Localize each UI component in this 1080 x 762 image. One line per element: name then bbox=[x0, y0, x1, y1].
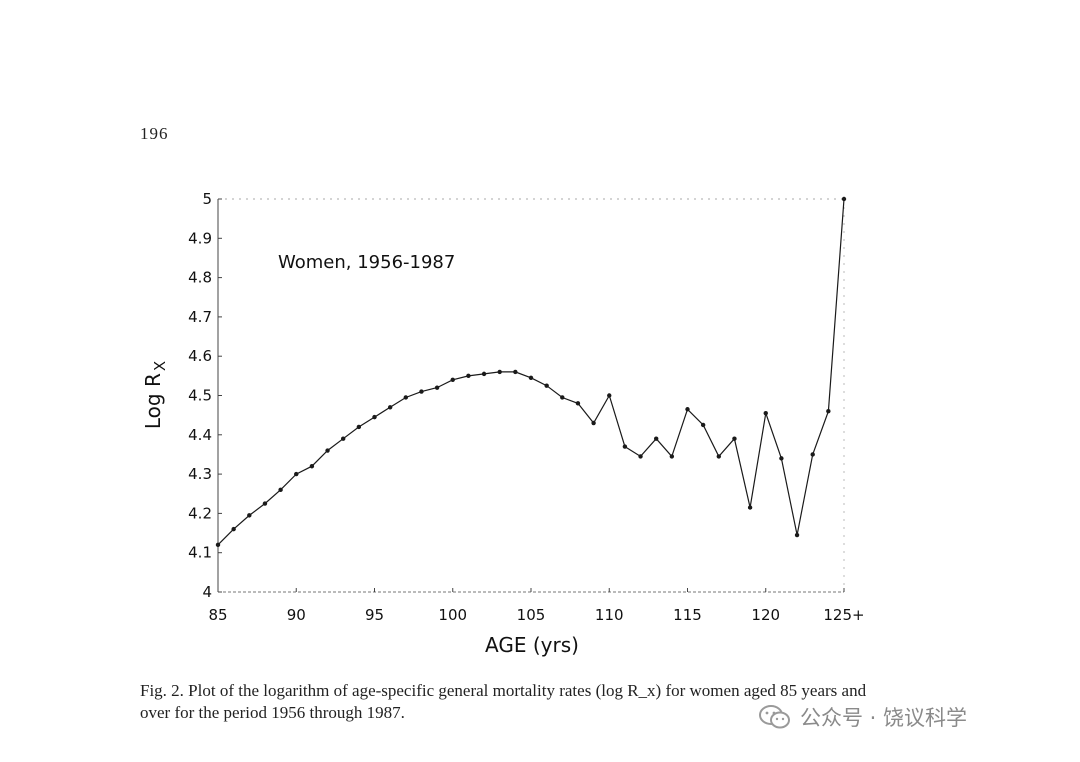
data-point bbox=[747, 505, 753, 510]
y-tick-label: 4.8 bbox=[188, 269, 212, 287]
y-axis-title-group: Log R X bbox=[141, 361, 169, 429]
x-tick-label: 110 bbox=[595, 606, 624, 624]
data-point bbox=[262, 501, 268, 506]
data-point bbox=[513, 369, 518, 375]
y-axis-title-subscript: X bbox=[151, 361, 169, 371]
data-point bbox=[387, 405, 393, 410]
series-line bbox=[217, 198, 845, 546]
data-point bbox=[732, 436, 737, 441]
page-number: 196 bbox=[140, 124, 169, 143]
data-point bbox=[294, 471, 299, 477]
data-point bbox=[341, 436, 346, 441]
data-point bbox=[403, 395, 408, 400]
data-point bbox=[309, 464, 315, 469]
x-axis: 85 90 95 100 105 110 115 120 125+ bbox=[208, 588, 865, 624]
x-tick-label: 120 bbox=[751, 606, 780, 624]
y-tick-label: 4.7 bbox=[188, 308, 212, 326]
y-tick-label: 4.2 bbox=[188, 504, 212, 522]
mortality-chart: 4 4.1 4.2 4.3 4.4 4.5 4.6 4.7 4.8 4.9 5 85 90 95 100 1… bbox=[141, 190, 865, 657]
data-point bbox=[325, 448, 330, 453]
data-point bbox=[716, 454, 721, 459]
caption-line-2: over for the period 1956 through 1987. bbox=[140, 703, 405, 722]
chart-annotation: Women, 1956-1987 bbox=[278, 252, 455, 273]
data-point bbox=[356, 424, 362, 430]
data-point bbox=[685, 407, 690, 412]
x-tick-label: 115 bbox=[673, 606, 702, 624]
watermark: 公众号 · 饶议科学 bbox=[758, 702, 967, 732]
data-point bbox=[215, 542, 221, 548]
watermark-text: 公众号 · 饶议科学 bbox=[800, 706, 968, 730]
data-point bbox=[434, 385, 440, 390]
x-tick-label: 100 bbox=[438, 606, 467, 624]
data-point bbox=[560, 395, 565, 400]
data-point bbox=[700, 422, 706, 428]
figure-caption: Fig. 2. Plot of the logarithm of age-spe… bbox=[140, 680, 1040, 724]
data-point bbox=[419, 389, 424, 394]
data-point bbox=[247, 513, 252, 518]
wechat-icon bbox=[759, 705, 790, 729]
y-tick-label: 4 bbox=[202, 583, 212, 601]
y-tick-label: 4.3 bbox=[188, 465, 212, 483]
x-tick-label: 85 bbox=[208, 606, 227, 624]
x-tick-label: 125+ bbox=[823, 606, 864, 624]
data-point bbox=[779, 456, 784, 461]
data-point bbox=[622, 444, 628, 449]
data-point bbox=[591, 420, 596, 426]
y-tick-label: 4.1 bbox=[188, 544, 212, 562]
data-point bbox=[607, 393, 612, 398]
data-point bbox=[544, 383, 549, 388]
data-point bbox=[450, 377, 455, 382]
data-point bbox=[810, 452, 815, 457]
caption-line-1: Fig. 2. Plot of the logarithm of age-spe… bbox=[140, 681, 867, 700]
data-point bbox=[497, 369, 502, 375]
data-point bbox=[654, 436, 659, 441]
y-tick-label: 4.6 bbox=[188, 347, 212, 365]
data-point bbox=[231, 526, 236, 532]
data-point bbox=[669, 454, 675, 459]
x-tick-label: 90 bbox=[287, 606, 306, 624]
y-tick-label: 4.5 bbox=[188, 387, 212, 405]
data-point bbox=[638, 454, 643, 459]
data-point bbox=[528, 375, 534, 381]
data-point bbox=[466, 373, 471, 379]
data-point bbox=[481, 371, 487, 377]
data-point bbox=[841, 196, 847, 202]
y-tick-label: 4.4 bbox=[188, 426, 212, 444]
x-axis-title: AGE (yrs) bbox=[485, 633, 579, 657]
series-women bbox=[215, 196, 847, 548]
data-point bbox=[794, 532, 800, 538]
x-tick-label: 95 bbox=[365, 606, 384, 624]
data-point bbox=[575, 401, 581, 406]
x-tick-label: 105 bbox=[517, 606, 546, 624]
data-point bbox=[763, 410, 768, 416]
data-point bbox=[372, 414, 377, 420]
y-tick-label: 4.9 bbox=[188, 229, 212, 247]
y-axis: 4 4.1 4.2 4.3 4.4 4.5 4.6 4.7 4.8 4.9 5 bbox=[188, 190, 222, 601]
y-axis-title: Log R X bbox=[141, 361, 169, 429]
data-point bbox=[278, 487, 283, 493]
y-axis-title-main: Log R bbox=[141, 373, 165, 429]
y-tick-label: 5 bbox=[202, 190, 212, 208]
data-point bbox=[826, 409, 831, 414]
